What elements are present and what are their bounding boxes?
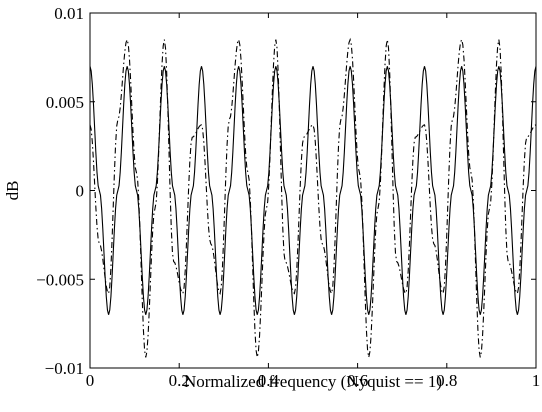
plot-layer	[89, 37, 537, 358]
y-axis-title: dB	[3, 181, 22, 201]
y-tick-label: −0.005	[36, 270, 84, 289]
y-tick-label: 0.005	[46, 93, 84, 112]
axes-layer: 0 0.2 0.4 0.6 0.8 1 −0.01 −0.005 0 0.005 0.01	[36, 4, 540, 390]
x-tick-label: 0.8	[436, 371, 457, 390]
x-tick-label: 0.4	[258, 371, 280, 390]
series-line-1	[89, 66, 537, 315]
x-axis-title: Normalized frequency (Nyquist == 1)	[184, 372, 442, 391]
y-tick-label: 0	[76, 182, 85, 201]
x-tick-label: 0	[86, 371, 95, 390]
y-tick-label: 0.01	[54, 4, 84, 23]
y-tick-label: −0.01	[45, 359, 84, 378]
x-tick-label: 1	[532, 371, 541, 390]
x-tick-label: 0.6	[347, 371, 368, 390]
x-tick-label: 0.2	[169, 371, 190, 390]
series-line-2	[89, 37, 537, 358]
